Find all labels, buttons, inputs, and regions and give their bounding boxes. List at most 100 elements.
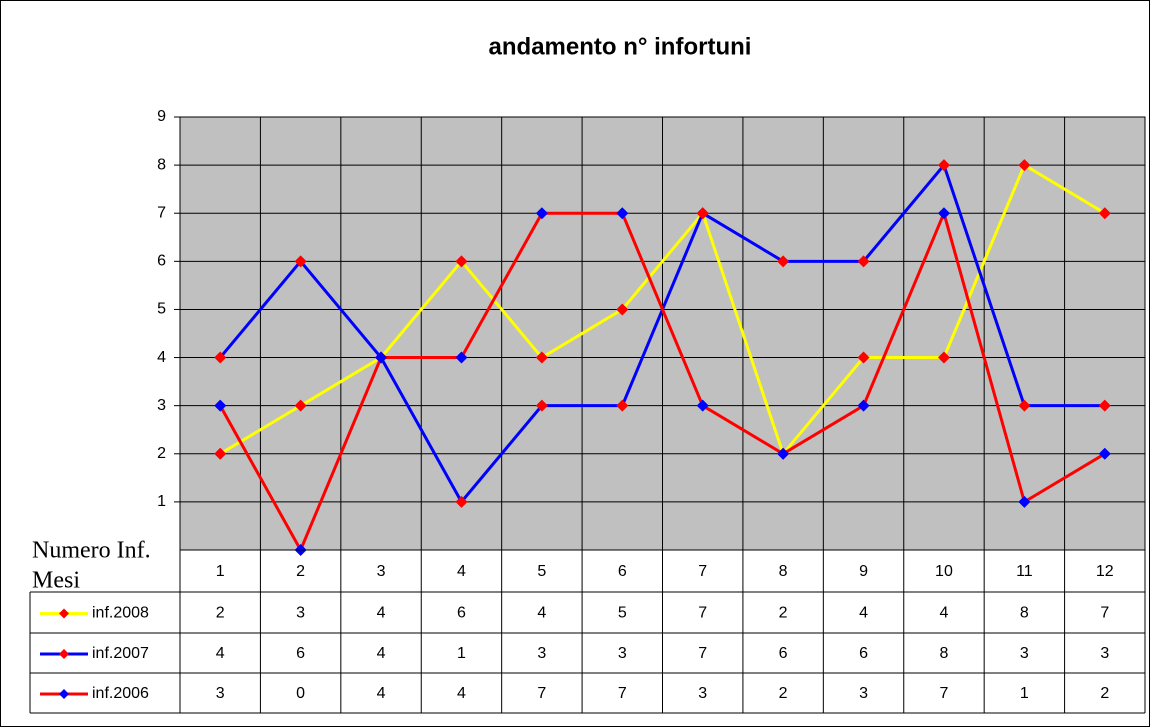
marker bbox=[455, 255, 468, 268]
marker bbox=[375, 351, 388, 364]
marker bbox=[937, 351, 950, 364]
marker bbox=[777, 255, 790, 268]
table-value: 3 bbox=[296, 605, 305, 622]
table-value: 6 bbox=[859, 645, 868, 662]
marker bbox=[616, 207, 629, 220]
table-value: 6 bbox=[779, 645, 788, 662]
series-line bbox=[219, 162, 1106, 457]
table-value: 2 bbox=[779, 685, 788, 702]
y-tick-label: 5 bbox=[157, 301, 166, 318]
table-value: 6 bbox=[296, 645, 305, 662]
y-tick-label: 3 bbox=[157, 397, 166, 414]
marker bbox=[535, 399, 548, 412]
table-value: 2 bbox=[1100, 685, 1109, 702]
marker bbox=[857, 255, 870, 268]
legend-label: inf.2007 bbox=[92, 645, 149, 662]
table-value: 4 bbox=[216, 645, 225, 662]
table-value: 7 bbox=[698, 645, 707, 662]
table-value: 4 bbox=[377, 605, 386, 622]
marker bbox=[616, 399, 629, 412]
marker bbox=[696, 399, 709, 412]
marker bbox=[1018, 495, 1031, 508]
table-value: 3 bbox=[618, 645, 627, 662]
marker bbox=[214, 351, 227, 364]
table-value: 7 bbox=[698, 605, 707, 622]
table-value: 7 bbox=[537, 685, 546, 702]
table-value: 8 bbox=[1020, 605, 1029, 622]
table-value: 4 bbox=[377, 645, 386, 662]
y-tick-label: 2 bbox=[157, 445, 166, 462]
x-tick-label: 10 bbox=[935, 563, 953, 580]
marker bbox=[777, 447, 790, 460]
y-tick-label: 4 bbox=[157, 349, 166, 366]
marker bbox=[937, 159, 950, 172]
table-value: 4 bbox=[377, 685, 386, 702]
table-value: 1 bbox=[1020, 685, 1029, 702]
x-tick-label: 12 bbox=[1096, 563, 1114, 580]
x-tick-label: 2 bbox=[296, 563, 305, 580]
marker bbox=[535, 207, 548, 220]
chart-title: andamento n° infortuni bbox=[489, 33, 752, 60]
y-tick-label: 9 bbox=[157, 108, 166, 125]
y-tick-label: 8 bbox=[157, 156, 166, 173]
x-tick-label: 3 bbox=[377, 563, 386, 580]
marker bbox=[214, 399, 227, 412]
table-value: 7 bbox=[940, 685, 949, 702]
x-tick-label: 6 bbox=[618, 563, 627, 580]
table-value: 4 bbox=[859, 605, 868, 622]
table-value: 3 bbox=[859, 685, 868, 702]
legend-label: inf.2006 bbox=[92, 685, 149, 702]
x-tick-label: 7 bbox=[698, 563, 707, 580]
table-value: 3 bbox=[216, 685, 225, 702]
table-value: 4 bbox=[457, 685, 466, 702]
table-value: 2 bbox=[779, 605, 788, 622]
x-tick-label: 8 bbox=[779, 563, 788, 580]
x-tick-label: 9 bbox=[859, 563, 868, 580]
marker bbox=[696, 207, 709, 220]
legend-label: inf.2008 bbox=[92, 605, 149, 622]
y-axis-label: Numero Inf. bbox=[32, 538, 151, 564]
x-tick-label: 11 bbox=[1016, 563, 1033, 580]
table-value: 7 bbox=[1100, 605, 1109, 622]
legend-marker bbox=[59, 689, 69, 699]
table-value: 7 bbox=[618, 685, 627, 702]
marker bbox=[535, 351, 548, 364]
marker bbox=[294, 399, 307, 412]
marker bbox=[1098, 207, 1111, 220]
table-value: 6 bbox=[457, 605, 466, 622]
x-tick-label: 4 bbox=[457, 563, 466, 580]
marker bbox=[1018, 159, 1031, 172]
legend-marker bbox=[59, 649, 69, 659]
marker bbox=[857, 399, 870, 412]
x-tick-label: 1 bbox=[216, 563, 225, 580]
marker bbox=[1098, 399, 1111, 412]
table-value: 3 bbox=[698, 685, 707, 702]
marker bbox=[1098, 447, 1111, 460]
x-tick-label: 5 bbox=[537, 563, 546, 580]
legend-marker bbox=[59, 608, 69, 619]
marker bbox=[294, 255, 307, 268]
marker bbox=[616, 303, 629, 316]
table-value: 3 bbox=[537, 645, 546, 662]
y-tick-label: 1 bbox=[157, 493, 166, 510]
marker bbox=[1018, 399, 1031, 412]
table-value: 8 bbox=[940, 645, 949, 662]
marker bbox=[455, 351, 468, 364]
marker bbox=[214, 447, 227, 460]
table-value: 4 bbox=[940, 605, 949, 622]
marker bbox=[455, 495, 468, 508]
table-value: 0 bbox=[296, 685, 305, 702]
y-tick-label: 7 bbox=[157, 204, 166, 221]
y-tick-label: 6 bbox=[157, 253, 166, 270]
table-value: 1 bbox=[457, 645, 466, 662]
marker bbox=[937, 207, 950, 220]
table-value: 5 bbox=[618, 605, 627, 622]
table-value: 4 bbox=[537, 605, 546, 622]
marker bbox=[857, 351, 870, 364]
series-line bbox=[218, 208, 1106, 554]
x-axis-label: Mesi bbox=[32, 568, 80, 594]
table-value: 3 bbox=[1100, 645, 1109, 662]
table-value: 3 bbox=[1020, 645, 1029, 662]
table-value: 2 bbox=[216, 605, 225, 622]
